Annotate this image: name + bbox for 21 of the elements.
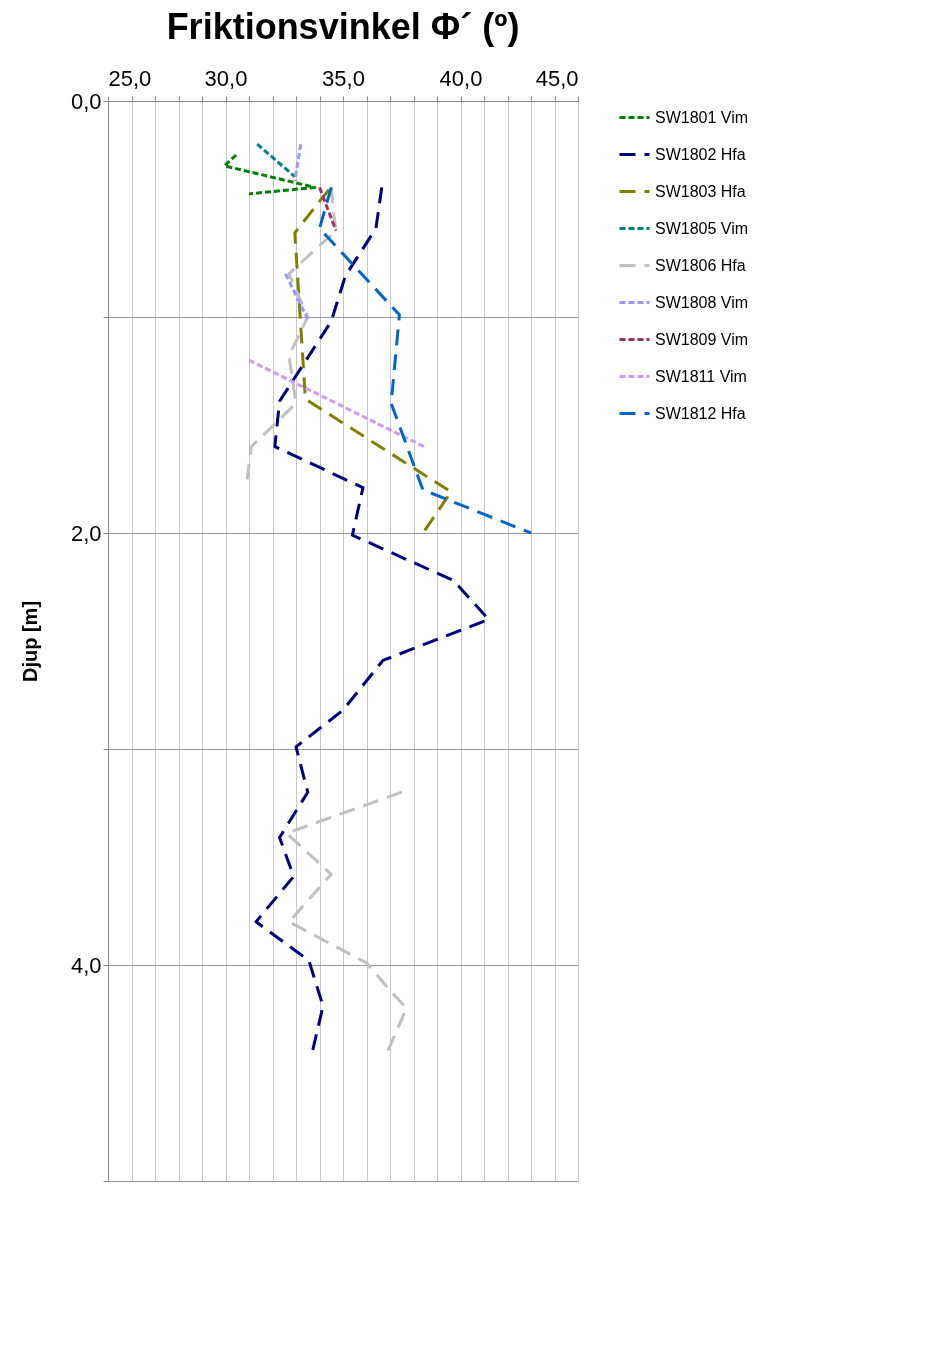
x-tick-label: 45,0 [535, 65, 579, 91]
legend-label: SW1802 Hfa [655, 145, 746, 163]
y-tick-label: 2,0 [70, 520, 102, 546]
x-tick-label: 35,0 [322, 65, 365, 91]
chart-title: Friktionsvinkel Φ´ (º) [166, 6, 520, 47]
legend-label: SW1805 Vim [655, 219, 749, 237]
legend-label: SW1806 Hfa [655, 256, 746, 274]
x-tick-label: 40,0 [439, 65, 483, 91]
legend-label: SW1811 Vim [655, 367, 747, 385]
legend-label: SW1801 Vim [655, 108, 749, 126]
y-tick-label: 4,0 [70, 952, 102, 978]
line-series [318, 185, 533, 535]
x-tick-label: 25,0 [108, 65, 152, 91]
legend-label: SW1812 Hfa [655, 404, 746, 422]
legend-label: SW1808 Vim [655, 293, 749, 311]
y-tick-label: 0,0 [70, 88, 102, 114]
legend-label: SW1809 Vim [655, 330, 749, 348]
legend-label: SW1803 Hfa [655, 182, 746, 200]
x-tick-label: 30,0 [204, 65, 248, 91]
line-series [222, 153, 317, 196]
y-axis-title: Djup [m] [18, 600, 41, 683]
